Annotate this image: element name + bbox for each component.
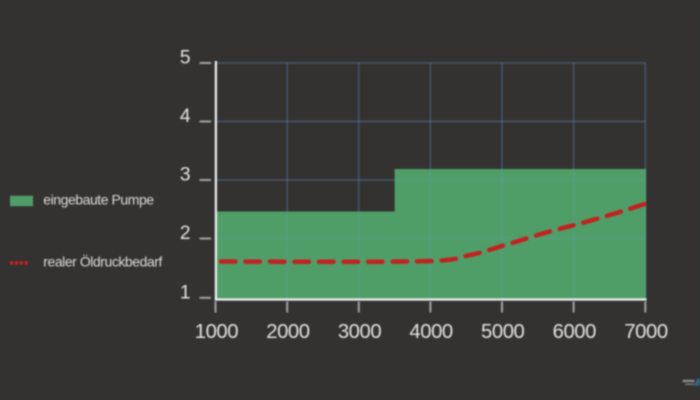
svg-text:eingebaute Pumpe: eingebaute Pumpe (43, 191, 154, 207)
svg-text:1: 1 (180, 282, 191, 303)
svg-text:1000: 1000 (195, 321, 238, 343)
svg-text:realer Öldruckbedarf: realer Öldruckbedarf (43, 253, 162, 270)
svg-text:6000: 6000 (553, 321, 596, 343)
svg-text:4000: 4000 (409, 321, 452, 343)
svg-text:7000: 7000 (624, 321, 667, 343)
svg-text:2: 2 (180, 223, 191, 244)
svg-text:4: 4 (180, 106, 191, 127)
svg-text:2000: 2000 (266, 321, 309, 343)
svg-text:3: 3 (180, 165, 191, 186)
svg-text:5000: 5000 (481, 321, 524, 343)
svg-text:5: 5 (180, 48, 191, 69)
svg-text:3000: 3000 (338, 321, 381, 343)
